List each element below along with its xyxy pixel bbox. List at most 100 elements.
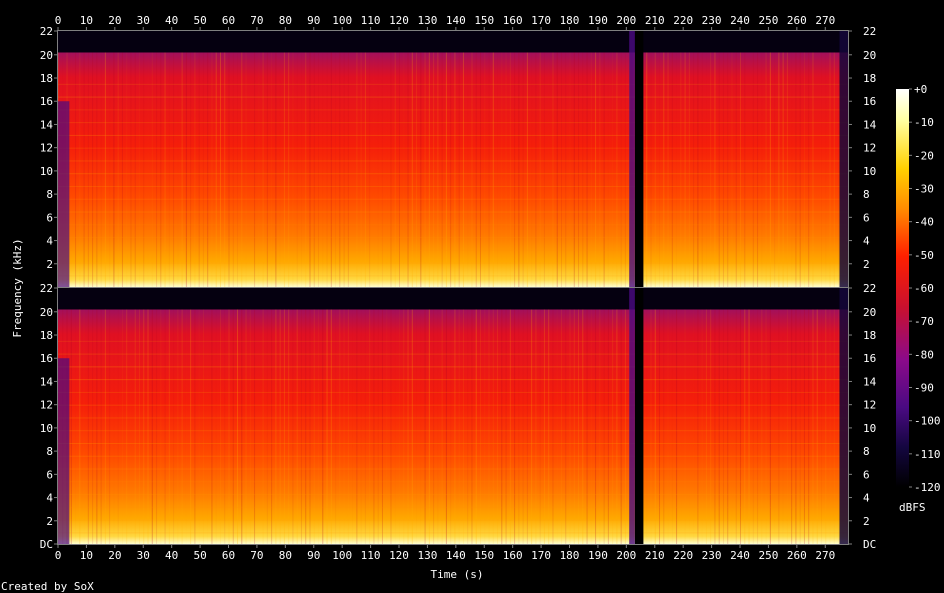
texture-stripe bbox=[296, 309, 298, 544]
texture-stripe bbox=[437, 52, 439, 288]
x-tick-label-bottom: 170 bbox=[531, 549, 551, 562]
silence-edge bbox=[629, 31, 635, 287]
texture-band bbox=[58, 468, 848, 470]
texture-band bbox=[58, 353, 848, 355]
texture-stripe bbox=[578, 309, 580, 544]
y-tick-label-right: 14 bbox=[863, 118, 877, 131]
texture-stripe bbox=[138, 309, 140, 544]
x-tick-label-top: 150 bbox=[474, 14, 494, 27]
texture-stripe bbox=[833, 52, 835, 288]
texture-stripe bbox=[428, 52, 430, 288]
texture-stripe bbox=[599, 52, 601, 288]
texture-stripe bbox=[812, 52, 814, 288]
y-tick-label-left: 6 bbox=[46, 468, 53, 481]
texture-stripe bbox=[271, 309, 273, 544]
texture-stripe bbox=[109, 52, 110, 287]
y-tick-label-left: 10 bbox=[40, 422, 53, 435]
y-tick-label-right: 6 bbox=[863, 468, 870, 481]
texture-stripe bbox=[744, 309, 746, 544]
texture-stripe bbox=[395, 309, 396, 544]
texture-stripe bbox=[582, 309, 584, 544]
texture-stripe bbox=[262, 309, 264, 544]
texture-stripe bbox=[488, 52, 490, 288]
texture-stripe bbox=[168, 52, 170, 288]
texture-stripe bbox=[454, 52, 456, 288]
y-tick-label-left: 4 bbox=[46, 235, 53, 248]
texture-stripe bbox=[586, 309, 588, 544]
texture-stripe bbox=[718, 309, 720, 544]
texture-stripe bbox=[560, 309, 562, 544]
texture-stripe bbox=[416, 52, 418, 288]
texture-stripe bbox=[104, 309, 106, 544]
texture-stripe bbox=[492, 309, 494, 544]
x-tick-label-top: 20 bbox=[108, 14, 121, 27]
texture-stripe bbox=[215, 52, 217, 288]
x-tick-label-bottom: 110 bbox=[361, 549, 381, 562]
texture-stripe bbox=[109, 309, 111, 544]
texture-stripe bbox=[83, 52, 85, 288]
x-tick-label-bottom: 140 bbox=[446, 549, 466, 562]
texture-stripe bbox=[126, 52, 128, 288]
texture-stripe bbox=[437, 309, 438, 544]
texture-stripe bbox=[424, 52, 426, 288]
texture-stripe bbox=[774, 309, 775, 544]
texture-stripe bbox=[245, 309, 247, 544]
texture-stripe bbox=[403, 52, 404, 287]
texture-stripe bbox=[535, 309, 537, 544]
x-tick-label-top: 220 bbox=[673, 14, 693, 27]
texture-stripe bbox=[799, 52, 801, 288]
texture-stripe bbox=[207, 52, 209, 288]
texture-stripe bbox=[134, 309, 136, 544]
texture-stripe bbox=[821, 52, 822, 287]
texture-band bbox=[58, 391, 848, 393]
texture-stripe bbox=[364, 52, 366, 288]
y-tick-label-left: 6 bbox=[46, 211, 53, 224]
texture-stripe bbox=[79, 309, 81, 544]
texture-stripe bbox=[718, 52, 720, 288]
colorbar-tick-label: -100 bbox=[914, 415, 941, 428]
texture-stripe bbox=[795, 309, 797, 544]
texture-stripe bbox=[373, 52, 374, 287]
texture-stripe bbox=[275, 309, 277, 544]
texture-stripe bbox=[164, 52, 166, 288]
x-tick-label-bottom: 10 bbox=[80, 549, 93, 562]
intro-fade bbox=[58, 358, 70, 544]
y-tick-label-right: 20 bbox=[863, 306, 876, 319]
texture-stripe bbox=[224, 52, 226, 288]
texture-stripe bbox=[445, 309, 447, 544]
texture-stripe bbox=[369, 309, 371, 544]
texture-band bbox=[58, 173, 848, 175]
texture-stripe bbox=[458, 52, 460, 288]
texture-stripe bbox=[488, 309, 490, 544]
y-axis-label: Frequency (kHz) bbox=[11, 238, 24, 337]
texture-stripe bbox=[612, 52, 614, 288]
texture-stripe bbox=[211, 52, 213, 288]
colorbar-tick-label: +0 bbox=[914, 83, 927, 96]
texture-stripe bbox=[309, 52, 311, 288]
colorbar-tick-label: -40 bbox=[914, 216, 934, 229]
y-tick-label-left: 2 bbox=[46, 515, 53, 528]
texture-stripe bbox=[151, 309, 153, 544]
texture-stripe bbox=[130, 309, 131, 544]
texture-stripe bbox=[812, 309, 814, 544]
texture-stripe bbox=[684, 52, 686, 288]
silence-gap bbox=[634, 31, 644, 287]
y-tick-label-right: 12 bbox=[863, 142, 876, 155]
x-tick-label-bottom: 50 bbox=[193, 549, 206, 562]
texture-stripe bbox=[245, 52, 247, 288]
x-tick-label-top: 50 bbox=[193, 14, 206, 27]
y-tick-label-left: 20 bbox=[40, 306, 53, 319]
texture-stripe bbox=[283, 52, 285, 288]
texture-stripe bbox=[479, 309, 481, 544]
texture-stripe bbox=[130, 52, 132, 288]
texture-stripe bbox=[509, 52, 511, 288]
x-tick-label-top: 110 bbox=[361, 14, 381, 27]
texture-stripe bbox=[701, 52, 703, 288]
texture-stripe bbox=[705, 309, 707, 544]
texture-stripe bbox=[595, 309, 597, 544]
texture-stripe bbox=[484, 309, 486, 544]
texture-stripe bbox=[693, 309, 694, 544]
texture-stripe bbox=[237, 309, 239, 544]
x-tick-label-top: 30 bbox=[137, 14, 150, 27]
texture-stripe bbox=[211, 309, 213, 544]
